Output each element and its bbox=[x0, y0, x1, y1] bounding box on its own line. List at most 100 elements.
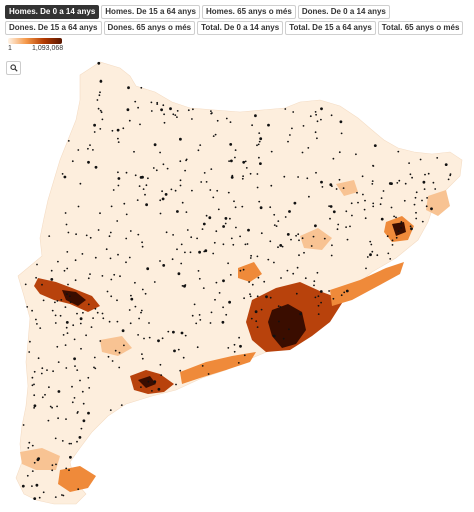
settlement-dot bbox=[221, 320, 225, 324]
settlement-dot bbox=[155, 169, 158, 172]
settlement-dot bbox=[70, 442, 72, 445]
search-icon bbox=[9, 64, 18, 72]
settlement-dot bbox=[44, 393, 46, 396]
settlement-dot bbox=[349, 225, 351, 228]
settlement-dot bbox=[162, 264, 166, 267]
settlement-dot bbox=[371, 180, 374, 183]
settlement-dot bbox=[277, 246, 279, 249]
settlement-dot bbox=[110, 295, 113, 298]
settlement-dot bbox=[242, 160, 246, 164]
settlement-dot bbox=[64, 344, 67, 346]
settlement-dot bbox=[127, 86, 130, 90]
region-olot bbox=[336, 180, 358, 196]
settlement-dot bbox=[247, 228, 250, 232]
settlement-dot bbox=[259, 206, 263, 210]
settlement-dot bbox=[290, 238, 292, 241]
settlement-dot bbox=[89, 144, 91, 147]
settlement-dot bbox=[42, 299, 45, 302]
settlement-dot bbox=[389, 258, 392, 260]
tab-dones-0-14[interactable]: Dones. De 0 a 14 anys bbox=[297, 5, 390, 19]
settlement-dot bbox=[203, 172, 206, 174]
settlement-dot bbox=[391, 244, 394, 246]
settlement-dot bbox=[379, 203, 382, 206]
settlement-dot bbox=[159, 212, 162, 215]
settlement-dot bbox=[74, 259, 77, 262]
settlement-dot bbox=[184, 169, 187, 172]
settlement-dot bbox=[365, 267, 367, 270]
settlement-dot bbox=[273, 224, 276, 227]
catalonia-territory bbox=[15, 61, 463, 505]
settlement-dot bbox=[296, 266, 299, 269]
catalonia-map[interactable] bbox=[0, 55, 474, 512]
settlement-dot bbox=[151, 390, 153, 392]
settlement-dot bbox=[59, 314, 62, 317]
settlement-dot bbox=[162, 163, 165, 166]
settlement-dot bbox=[94, 256, 97, 259]
settlement-dot bbox=[36, 263, 38, 266]
settlement-dot bbox=[162, 104, 165, 107]
settlement-dot bbox=[235, 226, 237, 229]
settlement-dot bbox=[28, 441, 31, 444]
tab-total-65[interactable]: Total. 65 anys o més bbox=[377, 21, 464, 35]
settlement-dot bbox=[214, 298, 216, 301]
tab-dones-15-64[interactable]: Dones. De 15 a 64 anys bbox=[5, 21, 102, 35]
settlement-dot bbox=[390, 206, 393, 209]
settlement-dot bbox=[370, 243, 373, 246]
settlement-dot bbox=[210, 112, 213, 115]
settlement-dot bbox=[209, 322, 212, 324]
settlement-dot bbox=[82, 419, 86, 423]
settlement-dot bbox=[335, 188, 338, 190]
settlement-dot bbox=[39, 327, 42, 329]
settlement-dot bbox=[118, 366, 121, 369]
settlement-dot bbox=[102, 317, 105, 320]
settlement-dot bbox=[320, 180, 323, 184]
settlement-dot bbox=[31, 376, 34, 379]
settlement-dot bbox=[67, 283, 69, 286]
settlement-dot bbox=[143, 337, 145, 340]
settlement-dot bbox=[371, 183, 374, 185]
settlement-dot bbox=[198, 314, 201, 316]
settlement-dot bbox=[397, 150, 400, 153]
settlement-dot bbox=[267, 258, 270, 261]
settlement-dot bbox=[216, 189, 219, 192]
settlement-dot bbox=[61, 494, 63, 496]
settlement-dot bbox=[320, 107, 323, 111]
tab-dones-65[interactable]: Dones. 65 anys o més bbox=[103, 21, 196, 35]
tab-homes-65[interactable]: Homes. 65 anys o més bbox=[202, 5, 296, 19]
tab-homes-0-14[interactable]: Homes. De 0 a 14 anys bbox=[5, 5, 100, 19]
settlement-dot bbox=[99, 91, 101, 94]
tab-total-0-14[interactable]: Total. De 0 a 14 anys bbox=[197, 21, 284, 35]
settlement-dot bbox=[69, 301, 72, 303]
tab-homes-15-64[interactable]: Homes. De 15 a 64 anys bbox=[101, 5, 200, 19]
settlement-dot bbox=[214, 133, 217, 136]
settlement-dot bbox=[241, 205, 244, 208]
settlement-dot bbox=[259, 137, 263, 141]
settlement-dot bbox=[391, 239, 394, 242]
settlement-dot bbox=[35, 483, 39, 487]
search-button[interactable] bbox=[6, 61, 21, 75]
settlement-dot bbox=[93, 366, 95, 369]
settlement-dot bbox=[295, 292, 298, 295]
settlement-dot bbox=[174, 189, 177, 192]
settlement-dot bbox=[67, 140, 70, 142]
settlement-dot bbox=[307, 147, 310, 149]
settlement-dot bbox=[255, 320, 258, 323]
settlement-dot bbox=[249, 257, 252, 259]
settlement-dot bbox=[332, 297, 335, 300]
settlement-dot bbox=[369, 240, 372, 243]
settlement-dot bbox=[245, 167, 248, 169]
settlement-dot bbox=[395, 236, 398, 239]
settlement-dot bbox=[317, 295, 320, 298]
settlement-dot bbox=[298, 254, 300, 257]
settlement-dot bbox=[114, 349, 117, 352]
settlement-dot bbox=[199, 319, 202, 321]
tab-total-15-64[interactable]: Total. De 15 a 64 anys bbox=[285, 21, 376, 35]
settlement-dot bbox=[94, 165, 98, 169]
settlement-dot bbox=[68, 469, 70, 471]
settlement-dot bbox=[92, 317, 94, 319]
settlement-dot bbox=[332, 210, 336, 214]
settlement-dot bbox=[314, 111, 317, 113]
settlement-dot bbox=[181, 285, 184, 287]
settlement-dot bbox=[76, 440, 78, 443]
settlement-dot bbox=[177, 272, 181, 276]
